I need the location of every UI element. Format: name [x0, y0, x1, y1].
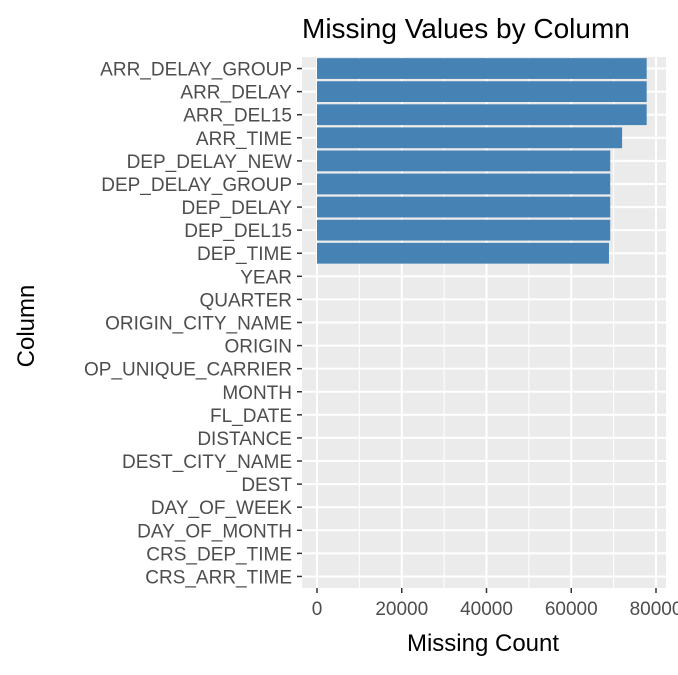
y-tick-label: ARR_DEL15 [183, 106, 292, 127]
y-tick-label: MONTH [222, 383, 292, 404]
chart-title: Missing Values by Column [302, 13, 630, 44]
y-tick-label: QUARTER [199, 290, 292, 311]
bar-dep-del15 [317, 219, 611, 241]
bar-arr-delay [317, 81, 647, 103]
y-tick-label: DISTANCE [197, 429, 292, 450]
y-axis-title: Column [13, 285, 40, 368]
y-tick-label: ARR_DELAY_GROUP [100, 60, 292, 81]
y-tick-label: ORIGIN [224, 337, 292, 358]
bar-arr-time [317, 127, 623, 149]
bar-dep-delay-group [317, 173, 611, 195]
x-tick-label: 0 [312, 599, 323, 620]
x-tick-label: 60000 [545, 599, 598, 620]
y-tick-label: DEP_DELAY_GROUP [101, 175, 292, 196]
y-tick-label: DEP_DEL15 [184, 221, 292, 242]
bars [317, 58, 647, 264]
y-tick-label: CRS_ARR_TIME [145, 567, 292, 588]
bar-dep-time [317, 242, 609, 264]
y-tick-label: OP_UNIQUE_CARRIER [84, 360, 292, 381]
y-tick-label: ARR_TIME [196, 129, 292, 150]
x-axis-title: Missing Count [407, 630, 559, 657]
y-tick-label: DAY_OF_WEEK [151, 498, 292, 519]
y-tick-label: DAY_OF_MONTH [137, 521, 292, 542]
y-tick-label: DEP_DELAY [181, 198, 292, 219]
y-tick-label: DEST [241, 475, 292, 496]
y-tick-label: YEAR [240, 267, 292, 288]
y-axis: ARR_DELAY_GROUPARR_DELAYARR_DEL15ARR_TIM… [84, 60, 302, 588]
bar-dep-delay [317, 196, 611, 218]
y-tick-label: DEP_DELAY_NEW [127, 152, 292, 173]
y-tick-label: DEST_CITY_NAME [122, 452, 292, 473]
x-axis: 0 20000 40000 60000 80000 [312, 588, 678, 620]
x-tick-label: 40000 [460, 599, 513, 620]
y-tick-label: ARR_DELAY [180, 83, 292, 104]
x-tick-label: 20000 [375, 599, 428, 620]
y-tick-label: CRS_DEP_TIME [146, 544, 292, 565]
y-tick-label: DEP_TIME [197, 244, 292, 265]
bar-dep-delay-new [317, 150, 611, 172]
bar-arr-del15 [317, 104, 647, 126]
x-tick-label: 80000 [630, 599, 678, 620]
y-tick-label: FL_DATE [210, 406, 292, 427]
bar-arr-delay-group [317, 58, 647, 79]
y-tick-label: ORIGIN_CITY_NAME [105, 314, 292, 335]
